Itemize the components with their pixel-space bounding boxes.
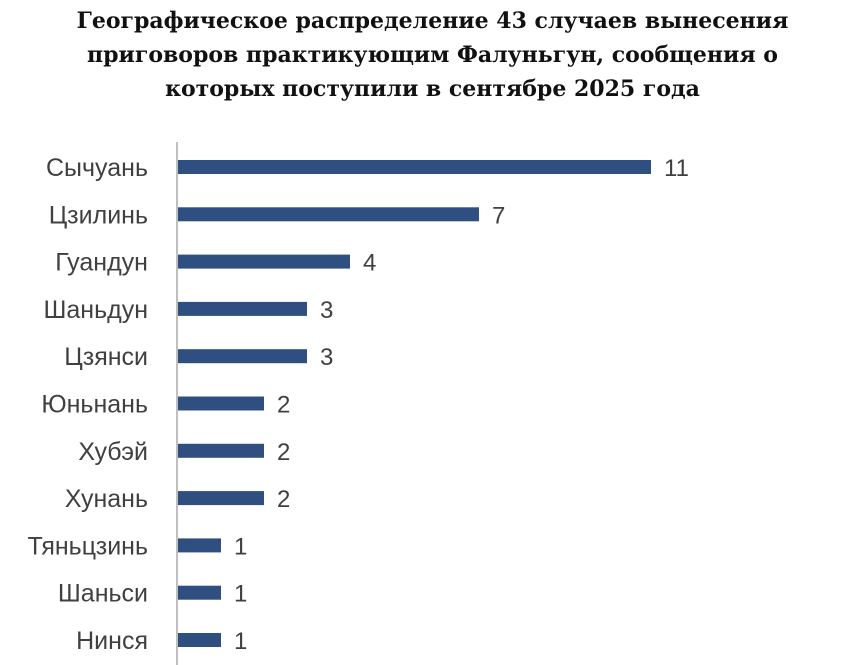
category-label-4: Шаньдун	[43, 296, 148, 324]
category-label-5: Цзянси	[64, 343, 148, 371]
value-label-7: 2	[277, 439, 290, 466]
value-label-4: 3	[320, 297, 333, 324]
category-label-6: Юньнань	[41, 391, 148, 419]
value-label-5: 3	[320, 344, 333, 371]
category-label-1: Сычуань	[46, 154, 148, 182]
chart-title-line-1: Географическое распределение 43 случаев …	[76, 8, 789, 34]
category-label-3: Гуандун	[55, 249, 148, 277]
bars-group	[178, 160, 651, 647]
value-label-1: 11	[664, 155, 689, 182]
value-label-10: 1	[234, 581, 247, 608]
bar-5	[178, 349, 307, 364]
bar-1	[178, 160, 651, 174]
bar-9	[178, 538, 221, 553]
category-label-8: Хунань	[65, 485, 148, 513]
category-label-10: Шаньси	[58, 580, 148, 608]
category-label-11: Нинся	[76, 627, 148, 655]
category-label-7: Хубэй	[78, 438, 148, 466]
chart-title: Географическое распределение 43 случаев …	[0, 4, 865, 106]
bar-8	[178, 491, 264, 506]
value-label-2: 7	[492, 202, 505, 229]
chart-title-line-2: приговоров практикующим Фалуньгун, сообщ…	[87, 42, 778, 68]
value-label-9: 1	[234, 533, 247, 560]
category-labels-group: Сычуань Цзилинь Гуандун Шаньдун Цзянси Юньнан…	[27, 154, 148, 655]
bar-11	[178, 633, 221, 647]
category-label-9: Тяньцзинь	[27, 532, 148, 560]
value-label-3: 4	[363, 250, 376, 277]
bar-4	[178, 301, 307, 316]
value-label-6: 2	[277, 392, 290, 419]
bar-6	[178, 396, 264, 411]
bar-3	[178, 254, 350, 269]
bar-10	[178, 585, 221, 600]
bar-2	[178, 207, 479, 222]
value-label-11: 1	[234, 628, 247, 655]
chart-title-line-3: которых поступили в сентябре 2025 года	[165, 76, 700, 102]
bar-7	[178, 443, 264, 458]
category-label-2: Цзилинь	[49, 201, 148, 229]
value-label-8: 2	[277, 486, 290, 513]
